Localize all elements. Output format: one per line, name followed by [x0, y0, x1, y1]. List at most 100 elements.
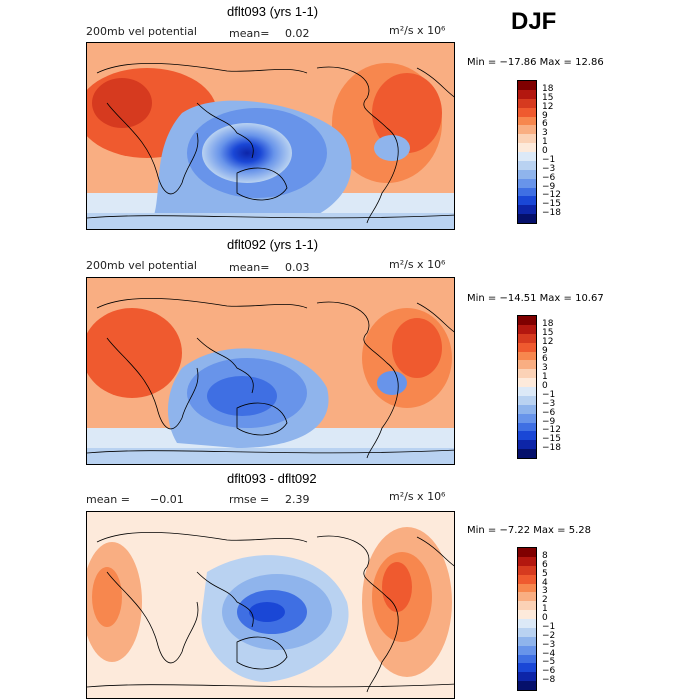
colorbar-level-label: 8 [542, 550, 548, 561]
colorbar-level-label: −6 [542, 666, 556, 677]
colorbar-level-label: −12 [542, 425, 561, 436]
colorbar-swatch [518, 378, 536, 387]
colorbar-swatch [518, 98, 536, 108]
colorbar-level-label: −1 [542, 154, 556, 165]
colorbar-swatch [518, 196, 536, 206]
colorbar-swatch [518, 160, 536, 170]
colorbar-swatch [518, 316, 536, 325]
colorbar-swatch [518, 663, 536, 673]
panel3-minmax: Min = −7.22 Max = 5.28 [467, 525, 591, 536]
colorbar-level-label: −5 [542, 657, 556, 668]
colorbar-swatch [518, 360, 536, 370]
colorbar-level-label: −1 [542, 389, 556, 400]
colorbar-swatch [518, 654, 536, 664]
colorbar-level-label: 0 [542, 381, 548, 391]
colorbar-swatch [518, 556, 536, 566]
colorbar-swatch [518, 619, 536, 628]
colorbar-swatch [518, 178, 536, 188]
colorbar-level-label: 18 [542, 318, 554, 329]
colorbar-level-label: −1 [542, 621, 556, 632]
colorbar-level-label: 0 [542, 613, 548, 623]
colorbar-level-label: 12 [542, 336, 554, 347]
colorbar-swatch [518, 672, 536, 682]
colorbar-swatch [518, 89, 536, 99]
colorbar-swatch [518, 422, 536, 432]
panel3-units: m²/s x 10⁶ [389, 490, 446, 503]
panel2-minmax: Min = −14.51 Max = 10.67 [467, 293, 604, 304]
colorbar-level-label: 15 [542, 92, 554, 103]
colorbar-level-label: 3 [542, 586, 548, 597]
panel1-title: dflt093 (yrs 1-1) [227, 4, 319, 19]
colorbar-level-label: 15 [542, 327, 554, 338]
colorbar-level-label: −6 [542, 172, 556, 183]
colorbar-level-label: −4 [542, 648, 556, 659]
colorbar-swatch [518, 214, 536, 223]
colorbar-level-label: −18 [542, 208, 561, 219]
colorbar-level-label: −3 [542, 163, 556, 174]
colorbar-swatch [518, 548, 536, 557]
colorbar-swatch [518, 592, 536, 602]
colorbar-level-label: −8 [542, 675, 556, 686]
panel1-map [86, 42, 455, 230]
panel1-units: m²/s x 10⁶ [389, 24, 446, 37]
panel2-map [86, 277, 455, 465]
colorbar-level-label: −18 [542, 443, 561, 454]
colorbar-swatch [518, 107, 536, 117]
panel3-colorbar [517, 547, 537, 691]
panel3-map [86, 511, 455, 699]
colorbar-swatch [518, 601, 536, 611]
panel3-rmse-value: 2.39 [285, 493, 310, 506]
colorbar-level-label: 3 [542, 363, 548, 374]
colorbar-swatch [518, 342, 536, 352]
colorbar-level-label: 18 [542, 83, 554, 94]
season-label: DJF [511, 8, 557, 35]
colorbar-swatch [518, 333, 536, 343]
panel2-colorbar [517, 315, 537, 459]
colorbar-swatch [518, 681, 536, 690]
colorbar-level-label: 2 [542, 595, 548, 606]
panel1-mean-value: 0.02 [285, 27, 310, 40]
colorbar-swatch [518, 205, 536, 215]
colorbar-swatch [518, 395, 536, 405]
colorbar-level-label: 1 [542, 137, 548, 148]
colorbar-level-label: 6 [542, 559, 548, 570]
colorbar-swatch [518, 169, 536, 179]
colorbar-swatch [518, 387, 536, 396]
colorbar-swatch [518, 351, 536, 361]
panel3-mean-label: mean = [86, 493, 130, 506]
colorbar-swatch [518, 636, 536, 646]
colorbar-level-label: 0 [542, 146, 548, 156]
colorbar-level-label: 6 [542, 354, 548, 365]
colorbar-level-label: 12 [542, 101, 554, 112]
panel1-mean-label: mean= [229, 27, 270, 40]
colorbar-swatch [518, 610, 536, 619]
colorbar-level-label: −15 [542, 199, 561, 210]
colorbar-level-label: −15 [542, 434, 561, 445]
colorbar-swatch [518, 574, 536, 584]
colorbar-level-label: −9 [542, 181, 556, 192]
colorbar-swatch [518, 187, 536, 197]
panel2-units: m²/s x 10⁶ [389, 258, 446, 271]
colorbar-swatch [518, 645, 536, 655]
colorbar-swatch [518, 583, 536, 593]
colorbar-swatch [518, 125, 536, 135]
colorbar-swatch [518, 565, 536, 575]
colorbar-swatch [518, 134, 536, 144]
colorbar-swatch [518, 431, 536, 441]
panel2-mean-label: mean= [229, 261, 270, 274]
colorbar-level-label: 9 [542, 345, 548, 356]
colorbar-level-label: 4 [542, 577, 548, 588]
panel3-title: dflt093 - dflt092 [227, 471, 317, 486]
colorbar-swatch [518, 404, 536, 414]
colorbar-swatch [518, 143, 536, 152]
colorbar-level-label: 9 [542, 110, 548, 121]
colorbar-swatch [518, 413, 536, 423]
colorbar-level-label: 3 [542, 128, 548, 139]
colorbar-swatch [518, 369, 536, 379]
colorbar-swatch [518, 152, 536, 161]
colorbar-swatch [518, 627, 536, 637]
colorbar-level-label: 6 [542, 119, 548, 130]
panel3-mean-value: −0.01 [150, 493, 184, 506]
colorbar-level-label: −3 [542, 398, 556, 409]
panel2-field-label: 200mb vel potential [86, 259, 197, 272]
